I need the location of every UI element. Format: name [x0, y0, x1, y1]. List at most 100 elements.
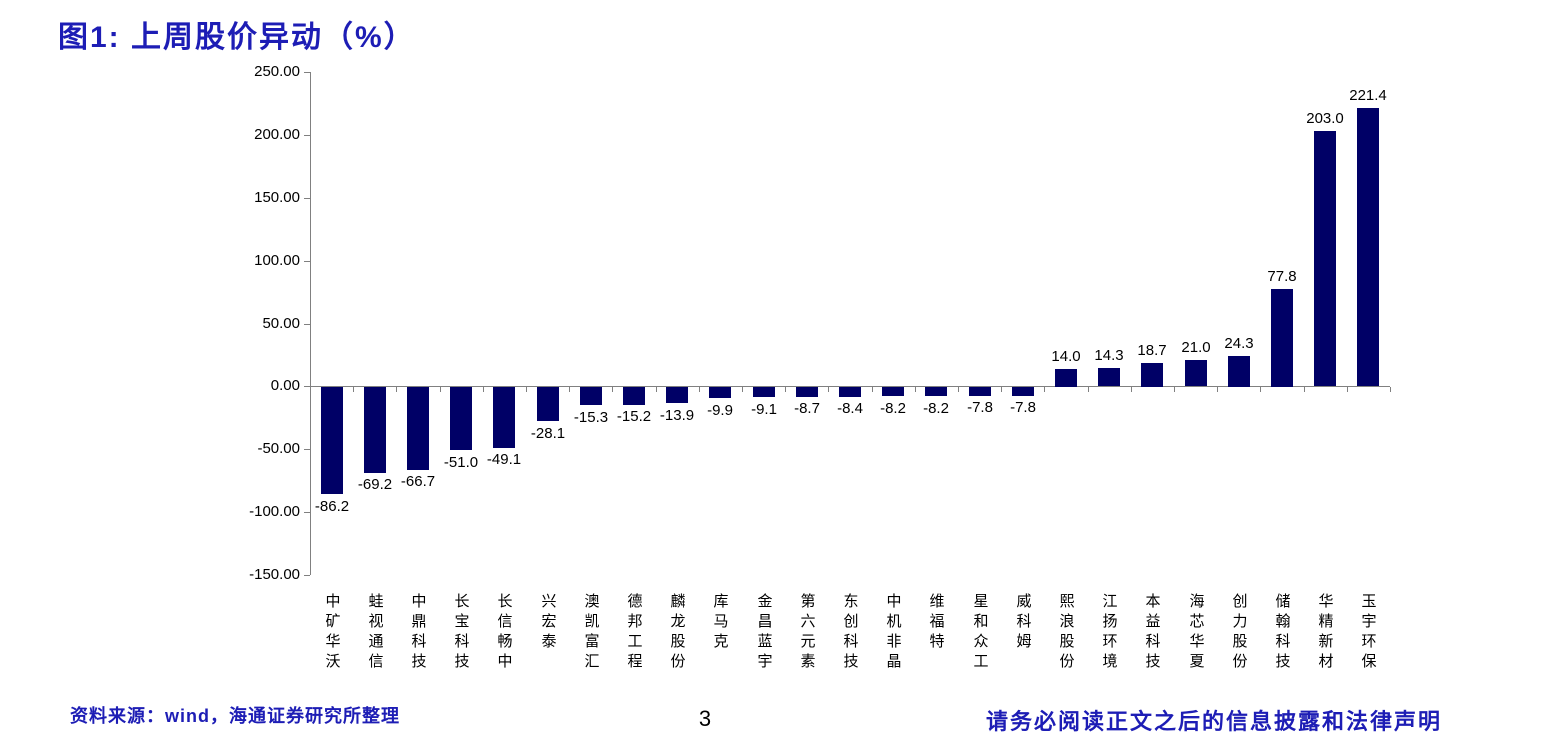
bar-value-label: -7.8 — [1010, 399, 1036, 416]
x-axis-tick — [1174, 387, 1175, 392]
x-axis-line — [310, 386, 1390, 387]
category-label: 麟龙股份 — [668, 593, 686, 673]
category-label: 长信畅中 — [495, 593, 513, 673]
x-axis-tick — [1390, 387, 1391, 392]
x-axis-tick — [440, 387, 441, 392]
bar — [839, 387, 861, 397]
bar — [1141, 363, 1163, 387]
bar-value-label: -9.9 — [707, 402, 733, 419]
bar — [709, 387, 731, 398]
category-label: 中鼎科技 — [409, 593, 427, 673]
bar-value-label: 24.3 — [1224, 335, 1254, 352]
x-axis-tick — [1001, 387, 1002, 392]
category-label: 本益科技 — [1143, 593, 1161, 673]
bar-value-label: -69.2 — [357, 476, 393, 493]
category-label: 海芯华夏 — [1187, 593, 1205, 673]
x-axis-tick — [1088, 387, 1089, 392]
bar — [1357, 108, 1379, 386]
category-label: 维福特 — [927, 593, 945, 653]
category-label: 金昌蓝宇 — [755, 593, 773, 673]
y-axis-tick-label: -50.00 — [257, 440, 300, 457]
y-axis-tick — [304, 261, 310, 262]
x-axis-tick — [742, 387, 743, 392]
bar-value-label: -86.2 — [314, 498, 350, 515]
category-label: 威科姆 — [1014, 593, 1032, 653]
y-axis-tick-label: 50.00 — [262, 315, 300, 332]
category-label: 蛙视通信 — [366, 593, 384, 673]
category-label: 玉宇环保 — [1359, 593, 1377, 673]
bar-value-label: -49.1 — [486, 451, 522, 468]
x-axis-tick — [1217, 387, 1218, 392]
bar — [1271, 289, 1293, 387]
bar — [493, 387, 515, 448]
category-label: 长宝科技 — [452, 593, 470, 673]
bar-value-label: 18.7 — [1137, 342, 1167, 359]
y-axis-tick-label: 0.00 — [270, 377, 300, 394]
y-axis-tick — [304, 386, 310, 387]
y-axis-tick-label: 250.00 — [254, 63, 300, 80]
x-axis-tick — [483, 387, 484, 392]
bar — [580, 387, 602, 405]
category-label: 库马克 — [711, 593, 729, 653]
category-label: 创力股份 — [1230, 593, 1248, 673]
y-axis-tick — [304, 512, 310, 513]
bar — [882, 387, 904, 396]
y-axis-tick — [304, 449, 310, 450]
bar — [623, 387, 645, 405]
bar-value-label: -8.2 — [923, 400, 949, 417]
x-axis-tick — [569, 387, 570, 392]
bar — [969, 387, 991, 396]
bar — [1314, 131, 1336, 386]
category-label: 中矿华沃 — [323, 593, 341, 673]
bar-value-label: 77.8 — [1267, 268, 1297, 285]
bar — [666, 387, 688, 403]
x-axis-tick — [353, 387, 354, 392]
category-label: 兴宏泰 — [539, 593, 557, 653]
category-label: 星和众工 — [971, 593, 989, 673]
bar-value-label: -15.3 — [573, 409, 609, 426]
bar-value-label: -66.7 — [400, 473, 436, 490]
category-label: 江扬环境 — [1100, 593, 1118, 673]
bar — [925, 387, 947, 396]
bar-value-label: -8.7 — [794, 400, 820, 417]
bar-value-label: -8.2 — [880, 400, 906, 417]
bar — [1185, 360, 1207, 386]
y-axis-tick — [304, 198, 310, 199]
y-axis-tick-label: 200.00 — [254, 126, 300, 143]
bar-value-label: -51.0 — [443, 454, 479, 471]
x-axis-tick — [915, 387, 916, 392]
category-label: 华精新材 — [1316, 593, 1334, 673]
y-axis-line — [310, 72, 311, 575]
bar-value-label: 14.0 — [1051, 348, 1081, 365]
bar-value-label: -7.8 — [967, 399, 993, 416]
bar — [407, 387, 429, 470]
bar — [1055, 369, 1077, 387]
y-axis-tick-label: -100.00 — [249, 503, 300, 520]
category-label: 德邦工程 — [625, 593, 643, 673]
category-label: 中机非晶 — [884, 593, 902, 673]
y-axis-tick — [304, 72, 310, 73]
x-axis-tick — [1304, 387, 1305, 392]
category-label: 澳凯富汇 — [582, 593, 600, 673]
x-axis-tick — [1347, 387, 1348, 392]
bar-value-label: 221.4 — [1349, 87, 1387, 104]
x-axis-tick — [785, 387, 786, 392]
bar-value-label: -15.2 — [616, 408, 652, 425]
bar — [753, 387, 775, 397]
y-axis-tick — [304, 135, 310, 136]
bar — [1228, 356, 1250, 387]
x-axis-tick — [872, 387, 873, 392]
y-axis-tick — [304, 324, 310, 325]
bar — [796, 387, 818, 397]
category-label: 东创科技 — [841, 593, 859, 673]
page-number: 3 — [698, 706, 712, 731]
bar-value-label: -13.9 — [659, 407, 695, 424]
y-axis-tick — [304, 575, 310, 576]
x-axis-tick — [656, 387, 657, 392]
bar-value-label: -28.1 — [530, 425, 566, 442]
category-label: 熙浪股份 — [1057, 593, 1075, 673]
x-axis-tick — [1131, 387, 1132, 392]
x-axis-tick — [612, 387, 613, 392]
bar-value-label: -9.1 — [751, 401, 777, 418]
